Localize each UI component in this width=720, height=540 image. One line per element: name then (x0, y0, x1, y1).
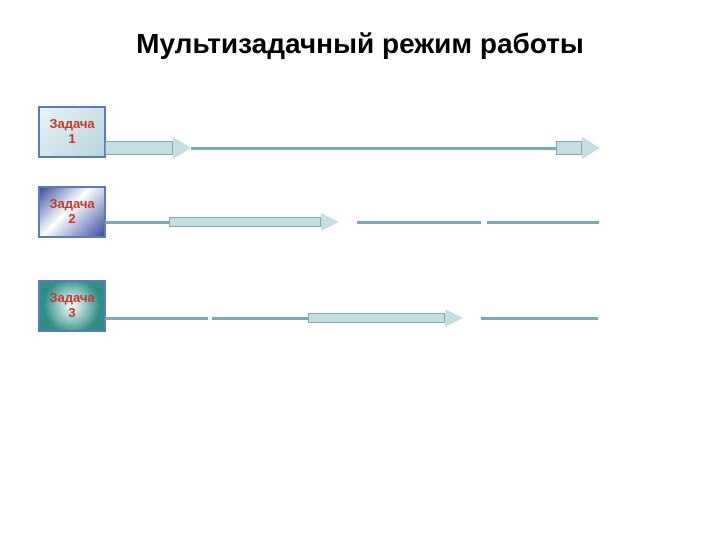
task-1-bar-0 (105, 141, 173, 155)
task-1-bar-1 (556, 141, 582, 155)
task-1-box: Задача 1 (38, 106, 106, 158)
task-1-arrowhead-1 (582, 137, 600, 159)
task-1-line-1 (438, 147, 556, 150)
task-3-bar-0 (308, 313, 445, 323)
task-2-line-2 (487, 221, 599, 224)
task-1-arrowhead-0 (173, 137, 191, 159)
task-2-box: Задача 2 (38, 186, 106, 238)
task-2-arrowhead-0 (321, 213, 339, 231)
task-3-line-1 (212, 317, 308, 320)
task-3-arrowhead-0 (445, 309, 463, 327)
task-3-box: Задача 3 (38, 280, 106, 332)
task-2-line-0 (105, 221, 169, 224)
task-1-line-0 (191, 147, 438, 150)
task-3-line-0 (105, 317, 208, 320)
task-3-line-2 (481, 317, 598, 320)
slide-title: Мультизадачный режим работы (0, 28, 720, 60)
task-2-line-1 (357, 221, 481, 224)
task-2-bar-0 (169, 217, 321, 227)
